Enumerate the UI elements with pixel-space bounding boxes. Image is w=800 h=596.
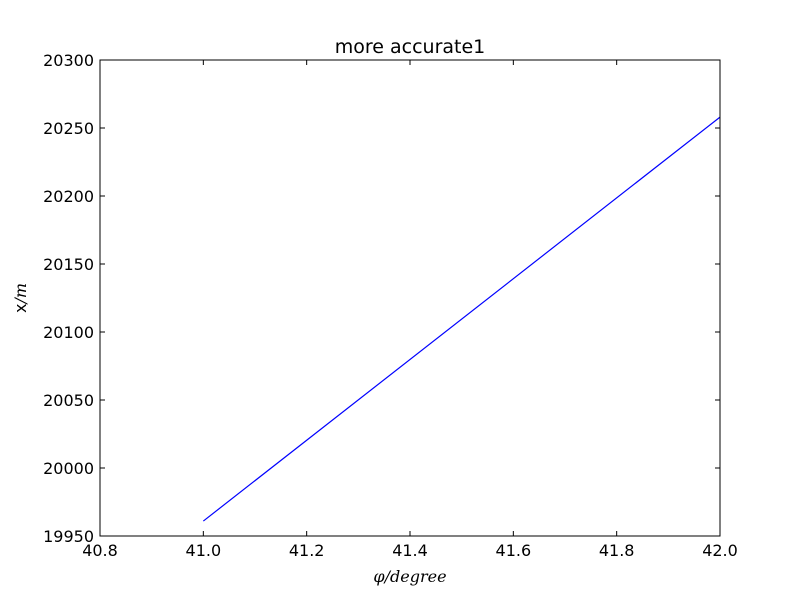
x-axis: 40.8 41.0 41.2 41.4 41.6 41.8 42.0 bbox=[82, 60, 738, 560]
x-tick-label: 41.2 bbox=[289, 541, 325, 560]
y-tick-label: 20250 bbox=[43, 119, 94, 138]
y-tick-label: 20150 bbox=[43, 255, 94, 274]
y-axis-label-suffix: /m bbox=[11, 283, 30, 306]
chart-title: more accurate1 bbox=[335, 36, 486, 58]
y-tick-label: 20050 bbox=[43, 391, 94, 410]
y-tick-label: 20000 bbox=[43, 459, 94, 478]
x-tick-label: 42.0 bbox=[702, 541, 738, 560]
plot-area bbox=[203, 117, 720, 521]
x-axis-label: φ/degree bbox=[373, 567, 446, 586]
y-tick-label: 19950 bbox=[43, 527, 94, 546]
series-line-x bbox=[203, 117, 720, 521]
y-tick-label: 20300 bbox=[43, 51, 94, 70]
y-axis: 19950 20000 20050 20100 20150 20200 20250 20300 bbox=[43, 51, 720, 546]
y-tick-label: 20200 bbox=[43, 187, 94, 206]
x-tick-label: 41.0 bbox=[186, 541, 222, 560]
x-tick-label: 41.4 bbox=[392, 541, 428, 560]
y-axis-label-prefix: x bbox=[11, 304, 30, 313]
x-tick-label: 41.8 bbox=[599, 541, 635, 560]
y-tick-label: 20100 bbox=[43, 323, 94, 342]
x-tick-label: 41.6 bbox=[496, 541, 532, 560]
y-axis-label: x/m bbox=[11, 283, 30, 313]
axes-frame bbox=[100, 60, 720, 536]
